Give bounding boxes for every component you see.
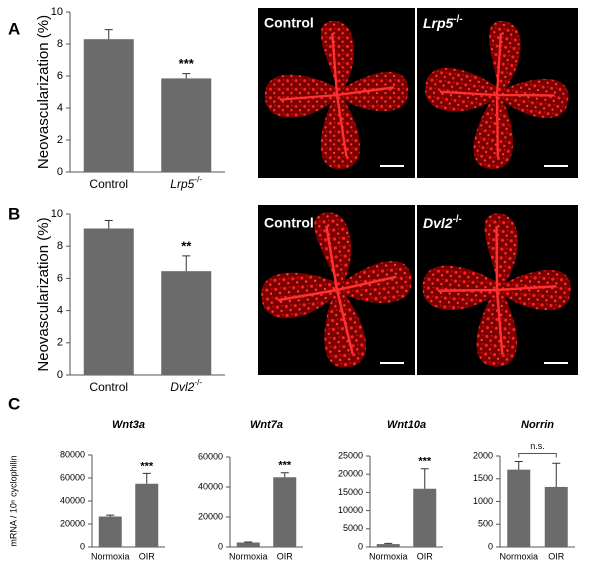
error-bar — [281, 473, 289, 478]
x-tick-label: Normoxia — [91, 551, 130, 561]
error-bar — [182, 256, 190, 271]
x-tick-label: Control — [89, 380, 128, 394]
bar — [84, 39, 134, 172]
y-tick-label: 2000 — [473, 450, 493, 460]
y-tick-label: 60000 — [60, 472, 85, 482]
error-bar — [182, 74, 190, 79]
y-tick-label: 2 — [57, 337, 63, 349]
chart-title: Wnt10a — [387, 419, 426, 431]
y-tick-label: 20000 — [198, 511, 223, 521]
y-tick-label: 10000 — [338, 505, 363, 515]
bar — [377, 544, 400, 547]
bar — [237, 543, 260, 548]
y-axis-label: mRNA / 10⁶ cyclophilin — [8, 455, 18, 546]
bar — [161, 78, 211, 172]
chart-title: Wnt3a — [112, 419, 145, 431]
y-axis-label: Neovascularization (%) — [35, 15, 52, 169]
y-tick-label: 20000 — [338, 469, 363, 479]
bar — [545, 487, 568, 547]
y-tick-label: 0 — [358, 541, 363, 551]
significance: *** — [179, 56, 195, 71]
x-tick-label: Dvl2-/- — [170, 377, 202, 394]
panel-label: C — [8, 394, 20, 413]
x-tick-label: OIR — [417, 551, 434, 561]
y-tick-label: 80000 — [60, 449, 85, 459]
y-tick-label: 4 — [57, 305, 63, 317]
y-tick-label: 2 — [57, 134, 63, 146]
y-tick-label: 1500 — [473, 473, 493, 483]
y-tick-label: 40000 — [60, 495, 85, 505]
x-tick-label: Normoxia — [369, 551, 408, 561]
y-tick-label: 6 — [57, 70, 63, 82]
y-tick-label: 0 — [57, 166, 63, 178]
y-tick-label: 0 — [488, 541, 493, 551]
y-tick-label: 0 — [80, 541, 85, 551]
panel-label: B — [8, 204, 20, 223]
error-bar — [515, 461, 523, 469]
micrograph — [415, 8, 578, 178]
y-tick-label: 20000 — [60, 518, 85, 528]
bar — [161, 271, 211, 375]
chart-title: Wnt7a — [250, 419, 283, 431]
x-tick-label: OIR — [139, 551, 156, 561]
x-tick-label: OIR — [277, 551, 294, 561]
bar — [99, 517, 122, 547]
y-tick-label: 8 — [57, 38, 63, 50]
micrograph — [258, 8, 415, 178]
bar — [273, 477, 296, 547]
y-tick-label: 0 — [57, 369, 63, 381]
error-bar — [106, 515, 114, 516]
y-tick-label: 60000 — [198, 451, 223, 461]
bar — [84, 228, 134, 375]
y-tick-label: 8 — [57, 240, 63, 252]
bar — [507, 470, 530, 547]
x-tick-label: Normoxia — [499, 551, 538, 561]
y-tick-label: 10 — [51, 6, 63, 18]
x-tick-label: OIR — [548, 551, 565, 561]
error-bar — [105, 30, 113, 40]
y-tick-label: 500 — [478, 519, 493, 529]
significance: *** — [140, 460, 154, 472]
error-bar — [105, 220, 113, 228]
image-label: Control — [264, 215, 314, 231]
y-tick-label: 5000 — [343, 523, 363, 533]
y-tick-label: 25000 — [338, 450, 363, 460]
x-tick-label: Control — [89, 177, 128, 191]
significance: *** — [278, 460, 292, 472]
significance: n.s. — [530, 441, 545, 451]
significance: ** — [181, 238, 192, 253]
panel-label: A — [8, 19, 20, 38]
significance: *** — [418, 456, 432, 468]
y-tick-label: 15000 — [338, 487, 363, 497]
y-tick-label: 6 — [57, 272, 63, 284]
error-bar — [143, 473, 151, 483]
y-tick-label: 4 — [57, 102, 63, 114]
bar — [413, 489, 436, 547]
error-bar — [552, 463, 560, 487]
error-bar — [421, 469, 429, 489]
bar — [135, 484, 158, 547]
x-tick-label: Lrp5-/- — [170, 174, 202, 191]
error-bar — [384, 543, 392, 544]
y-axis-label: Neovascularization (%) — [35, 217, 52, 371]
chart-title: Norrin — [521, 419, 554, 431]
x-tick-label: Normoxia — [229, 551, 268, 561]
bracket — [519, 453, 557, 457]
image-label: Control — [264, 15, 314, 31]
y-tick-label: 1000 — [473, 496, 493, 506]
y-tick-label: 10 — [51, 208, 63, 220]
y-tick-label: 0 — [218, 541, 223, 551]
y-tick-label: 40000 — [198, 481, 223, 491]
